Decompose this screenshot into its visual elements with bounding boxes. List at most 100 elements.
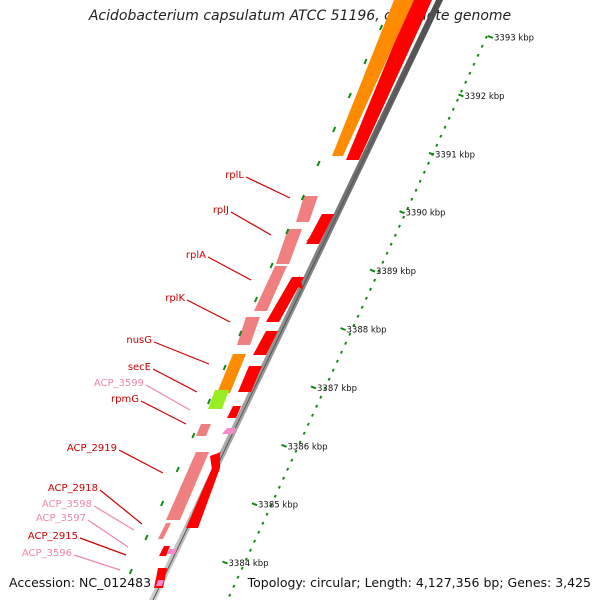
gene-feature[interactable] [186,452,220,528]
gene-label[interactable]: ACP_3596 [22,548,72,559]
gene-label[interactable]: secE [128,362,151,373]
minor-tick [422,170,426,174]
accession-text: Accession: NC_012483 [9,575,152,590]
minor-tick [175,466,180,473]
minor-tick [315,404,319,408]
kbp-tick-label: 3388 kbp [347,326,387,336]
minor-tick [298,440,302,444]
minor-tick [363,58,368,65]
gene-label-leader [73,554,121,571]
minor-tick [385,251,389,255]
minor-tick [335,359,339,363]
gene-label[interactable]: rpmG [111,394,139,405]
gene-feature[interactable] [290,276,303,289]
gene-label[interactable]: ACP_2918 [48,483,98,494]
kbp-tick-label: 3391 kbp [435,150,475,160]
gene-feature[interactable] [306,231,319,241]
minor-tick [273,494,277,498]
minor-tick [269,262,274,269]
minor-tick [397,224,401,228]
minor-tick [347,92,352,99]
gene-feature[interactable] [237,317,260,345]
kbp-tick-label: 3385 kbp [258,501,298,511]
minor-tick [410,197,414,201]
gene-feature[interactable] [346,0,432,160]
gene-label[interactable]: rplK [165,293,185,304]
gene-label[interactable]: ACP_3599 [94,378,144,389]
minor-tick [377,269,381,273]
minor-tick [311,413,315,417]
minor-tick [232,584,236,588]
minor-tick [128,568,133,575]
gene-label[interactable]: nusG [126,335,152,346]
gene-label[interactable]: ACP_3597 [36,513,86,524]
minor-tick [439,134,443,138]
gene-feature[interactable] [217,354,246,393]
kbp-major-tick [251,502,258,507]
minor-tick [236,575,240,579]
gene-feature[interactable] [159,546,170,556]
minor-tick [300,194,305,201]
gene-feature[interactable] [167,549,177,554]
kbp-tick-label: 3392 kbp [465,92,505,102]
minor-tick [360,305,364,309]
kbp-major-tick [399,210,405,215]
gene-feature[interactable] [253,331,278,355]
minor-tick [484,35,488,39]
gene-label-leader [140,400,187,425]
gene-label[interactable]: rplA [186,250,206,261]
kbp-tick-label: 3389 kbp [376,267,416,277]
gene-feature[interactable] [332,0,414,156]
minor-tick [248,548,252,552]
kbp-major-tick [310,385,317,390]
gene-label-leader [153,341,210,365]
gene-feature[interactable] [296,196,318,222]
minor-tick [455,98,459,102]
gene-feature[interactable] [208,390,229,409]
gene-feature[interactable] [166,452,209,520]
minor-tick [379,24,384,31]
minor-tick [339,350,344,354]
gene-feature[interactable] [227,406,241,418]
minor-tick [290,458,294,462]
gene-label[interactable]: ACP_2915 [28,531,78,542]
gene-label[interactable]: ACP_3598 [42,499,92,510]
kbp-scale: 3393 kbp 3392 kbp 3391 kbp 3390 kbp 3389 kbp… [222,34,534,569]
gene-label[interactable]: ACP_2919 [67,443,117,454]
minor-tick [344,341,348,345]
minor-tick [191,432,196,439]
gene-label-leader [118,449,164,474]
minor-tick-marks [128,24,488,597]
gene-feature[interactable] [210,452,221,470]
gene-label-leader [186,299,231,323]
minor-tick [282,476,286,480]
gene-feature[interactable] [156,580,164,586]
gene-label[interactable]: rplL [225,170,244,181]
gene-feature[interactable] [222,428,236,434]
gene-feature[interactable] [196,424,211,436]
minor-tick [393,233,397,237]
gene-label[interactable]: rplJ [213,205,229,216]
minor-tick [302,431,306,435]
minor-tick [406,206,410,210]
minor-tick [319,395,323,399]
gene-label-leader [152,368,198,393]
gene-label-leader [207,256,252,281]
minor-tick [261,521,265,525]
minor-tick [228,593,232,597]
minor-tick [327,377,331,381]
gene-feature[interactable] [266,277,304,322]
gene-label-leader [79,537,127,556]
gene-feature[interactable] [238,366,262,392]
gene-feature[interactable] [158,523,171,539]
minor-tick [316,160,321,167]
gene-feature[interactable] [254,266,287,311]
minor-tick [389,242,393,246]
gene-label-leader [99,489,143,525]
gene-feature[interactable] [276,229,302,264]
minor-tick [332,126,337,133]
minor-tick [451,107,455,111]
kbp-tick-label: 3387 kbp [317,384,357,394]
